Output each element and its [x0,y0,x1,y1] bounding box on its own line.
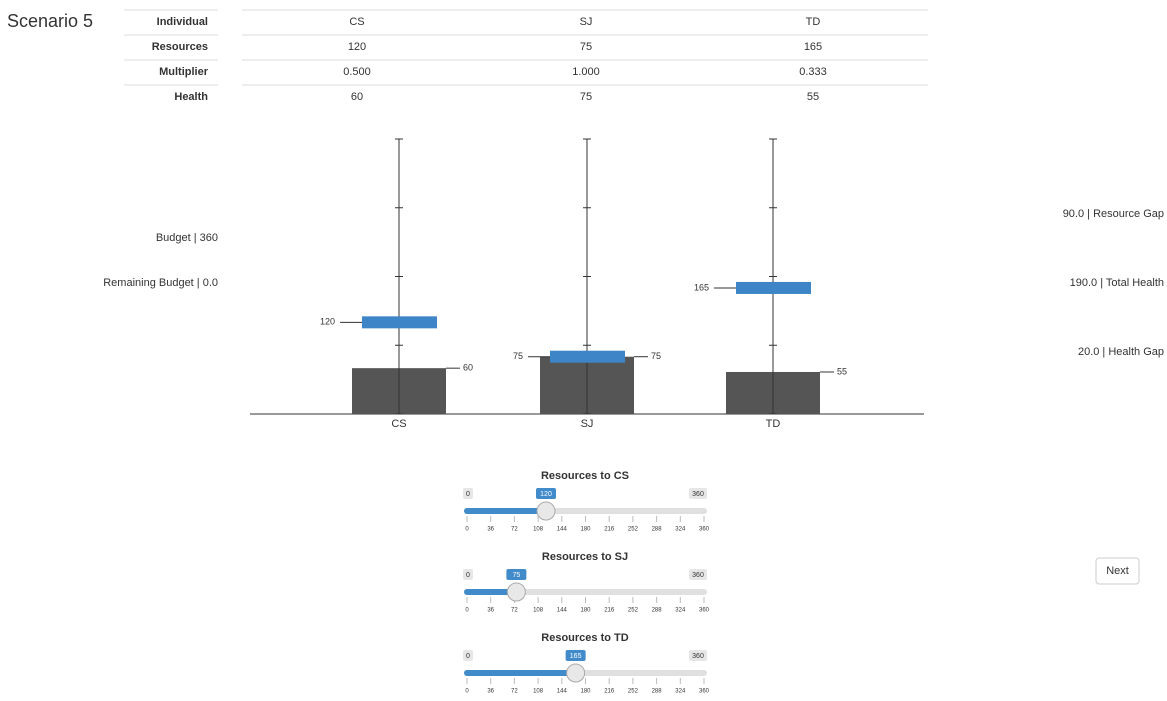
slider-value-badge [565,650,586,661]
slider-tick-label: 324 [675,608,686,614]
table-cell: 75 [580,41,592,53]
slider-fill [464,670,576,676]
slider-tick-label: 0 [465,527,469,533]
slider-tick-label: 216 [604,608,615,614]
left-stat: Budget | 360 [156,232,218,244]
slider-min-badge [463,569,473,580]
table-cell: CS [349,16,364,28]
slider-tick-label: 180 [580,527,591,533]
slider-tick-label: 288 [652,527,663,533]
health-label: 75 [651,351,661,361]
slider-tick-label: 108 [533,527,544,533]
right-stat: 20.0 | Health Gap [1078,346,1164,358]
slider-tick-label: 216 [604,689,615,695]
slider-tick-label: 216 [604,527,615,533]
slider-tick-label: 252 [628,689,639,695]
slider-value-badge [536,488,556,499]
category-label: TD [766,418,781,430]
table-cell: 55 [807,91,819,103]
slider-min-badge [463,488,473,499]
next-button-label: Next [1106,565,1129,577]
slider-title: Resources to CS [541,470,629,482]
slider-tick-label: 72 [511,527,518,533]
resource-bar [362,316,437,329]
slider-title: Resources to TD [541,632,628,644]
slider-handle[interactable] [566,663,586,683]
slider-tick-label: 36 [487,608,494,614]
slider-handle[interactable] [506,582,526,602]
left-stat: Remaining Budget | 0.0 [103,277,218,289]
slider-max-label: 360 [692,653,704,660]
slider-min-label: 0 [466,572,470,579]
resource-label: 120 [320,317,335,327]
slider-max-badge [689,650,707,661]
slider-tick-label: 288 [652,689,663,695]
slider-tick-label: 36 [487,527,494,533]
right-stat: 90.0 | Resource Gap [1063,208,1164,220]
table-row-header: Individual [157,16,208,28]
slider-tick-label: 360 [699,527,710,533]
slider-value-label: 75 [512,572,520,579]
slider-tick-label: 36 [487,689,494,695]
table-cell: 1.000 [572,66,600,78]
slider-tick-label: 360 [699,689,710,695]
table-cell: TD [806,16,821,28]
slider-tick-label: 180 [580,689,591,695]
slider-min-badge [463,650,473,661]
slider-tick-label: 0 [465,689,469,695]
slider-tick-label: 0 [465,608,469,614]
slider-min-label: 0 [466,653,470,660]
slider-value-label: 165 [570,653,582,660]
table-cell: 0.500 [343,66,371,78]
slider-max-label: 360 [692,572,704,579]
table-cell: 75 [580,91,592,103]
slider-handle[interactable] [536,501,556,521]
slider-min-label: 0 [466,491,470,498]
slider-value-label: 120 [540,491,552,498]
slider-tick-label: 360 [699,608,710,614]
table-row-header: Resources [152,41,208,53]
slider-value-badge [506,569,527,580]
resource-label: 75 [513,351,523,361]
slider-tick-label: 252 [628,608,639,614]
slider-tick-label: 180 [580,608,591,614]
slider-max-badge [689,569,707,580]
table-row-header: Health [174,91,208,103]
table-cell: SJ [580,16,593,28]
slider-tick-label: 108 [533,608,544,614]
slider-max-badge [689,488,707,499]
slider-tick-label: 288 [652,608,663,614]
slider-tick-label: 252 [628,527,639,533]
resource-bar [550,350,625,363]
health-label: 55 [837,366,847,376]
resource-bar [736,281,811,294]
slider-tick-label: 72 [511,689,518,695]
slider-fill [464,508,546,514]
slider-tick-label: 144 [557,527,568,533]
slider-tick-label: 144 [557,608,568,614]
slider-tick-label: 324 [675,527,686,533]
slider-tick-label: 108 [533,689,544,695]
scenario-title: Scenario 5 [7,11,93,31]
slider-tick-label: 144 [557,689,568,695]
slider-fill [464,589,517,595]
table-cell: 0.333 [799,66,827,78]
slider-title: Resources to SJ [542,551,628,563]
table-cell: 165 [804,41,822,53]
next-button[interactable] [1095,557,1140,585]
health-label: 60 [463,363,473,373]
table-row-header: Multiplier [159,66,209,78]
slider-max-label: 360 [692,491,704,498]
table-cell: 60 [351,91,363,103]
slider-tick-label: 324 [675,689,686,695]
category-label: SJ [581,418,594,430]
resource-label: 165 [694,282,709,292]
slider-tick-label: 72 [511,608,518,614]
category-label: CS [391,418,406,430]
table-cell: 120 [348,41,366,53]
right-stat: 190.0 | Total Health [1070,277,1164,289]
